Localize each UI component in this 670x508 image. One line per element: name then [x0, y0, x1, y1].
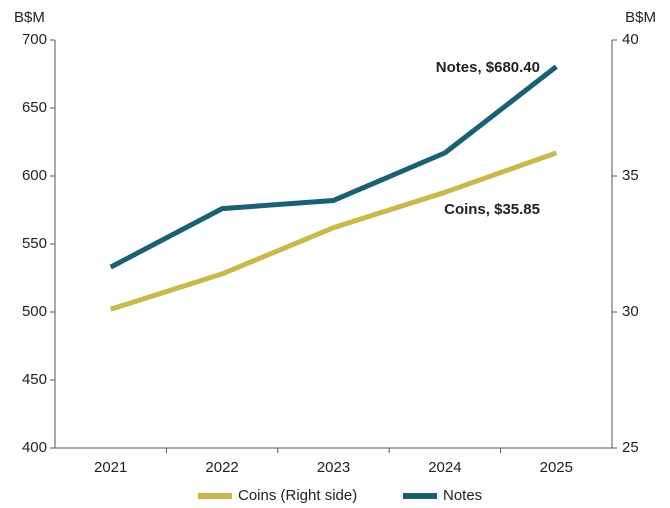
x-tick-label: 2021: [94, 459, 127, 476]
y-tick-label: 450: [22, 371, 47, 388]
x-tick-label: 2022: [205, 459, 238, 476]
y-tick-label: 700: [22, 31, 47, 48]
legend-label: Coins (Right side): [238, 487, 357, 504]
annotation: Notes, $680.40: [436, 59, 540, 76]
y-tick-label: 500: [22, 303, 47, 320]
series-line: [109, 150, 558, 312]
y2-tick-label: 25: [622, 439, 639, 456]
y-axis-label: B$M: [14, 9, 45, 26]
legend-label: Notes: [443, 487, 482, 504]
y2-tick-label: 40: [622, 31, 639, 48]
y-tick-label: 400: [22, 439, 47, 456]
x-tick-label: 2025: [540, 459, 573, 476]
y-tick-label: 550: [22, 235, 47, 252]
x-tick-label: 2024: [428, 459, 461, 476]
annotation: Coins, $35.85: [444, 201, 540, 218]
y2-tick-label: 30: [622, 303, 639, 320]
y2-tick-label: 35: [622, 167, 639, 184]
y-tick-label: 650: [22, 99, 47, 116]
y-tick-label: 600: [22, 167, 47, 184]
y2-axis-label: B$M: [625, 9, 656, 26]
x-tick-label: 2023: [317, 459, 350, 476]
series-line: [109, 64, 558, 270]
